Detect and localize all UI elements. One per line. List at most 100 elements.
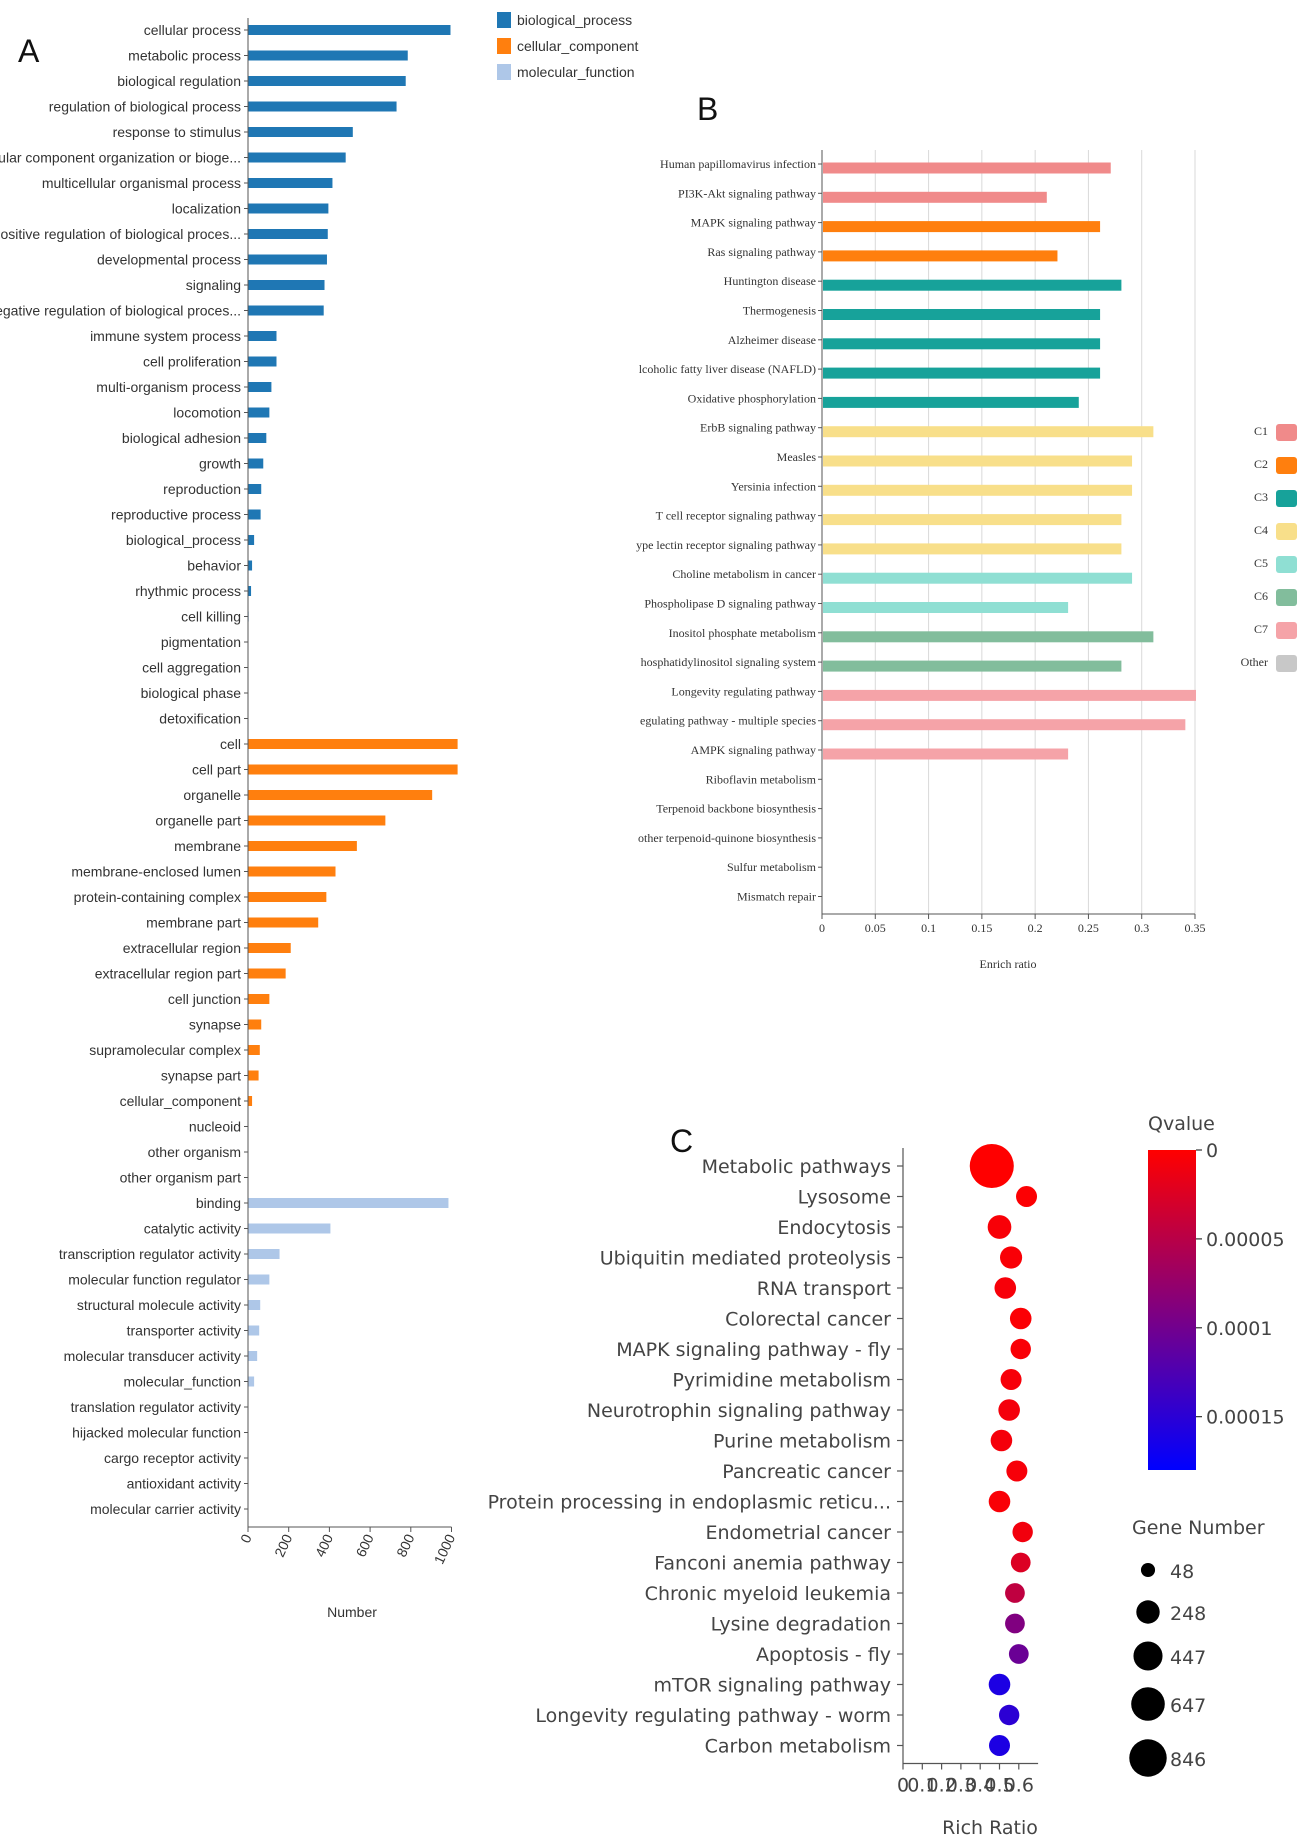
go-term-label: cell proliferation [143, 354, 241, 370]
enrich-bar [823, 191, 1047, 203]
go-term-label: biological adhesion [122, 430, 241, 446]
pathway-label: Inositol phosphate metabolism [669, 626, 817, 640]
bubble-point [1000, 1368, 1022, 1391]
go-term-label: biological regulation [117, 73, 241, 89]
x-axis-title: Rich Ratio [942, 1817, 1038, 1839]
pathway-label: hosphatidylinositol signaling system [641, 655, 817, 669]
enrich-bar [823, 250, 1058, 262]
x-tick-label: 0.4 [965, 1775, 995, 1797]
x-tick-label: 0.35 [1185, 921, 1206, 935]
go-bar [248, 484, 262, 494]
x-axis-title: Number [327, 1604, 377, 1620]
go-term-label: cellular process [144, 22, 241, 38]
go-term-label: biological_process [126, 532, 241, 548]
go-term-label: supramolecular complex [89, 1042, 241, 1058]
go-term-label: catalytic activity [144, 1221, 241, 1237]
go-bar [248, 586, 252, 596]
go-bar [248, 1070, 259, 1081]
enrich-bar [823, 572, 1133, 584]
go-bar [248, 50, 408, 61]
go-term-label: growth [199, 456, 241, 472]
go-term-label: membrane-enclosed lumen [71, 864, 241, 880]
go-term-label: developmental process [97, 252, 241, 268]
go-term-label: locomotion [173, 405, 241, 421]
size-legend-label: 447 [1170, 1647, 1206, 1669]
go-bar [248, 356, 277, 367]
go-term-label: positive regulation of biological proces… [0, 226, 241, 242]
bubble-point [988, 1734, 1011, 1757]
go-bar [248, 458, 264, 469]
bubble-point [1012, 1521, 1033, 1543]
x-tick-label: 0.3 [1134, 921, 1149, 935]
legend-swatch [497, 12, 511, 28]
go-bar [248, 382, 272, 392]
go-term-label: cellular_component [120, 1093, 242, 1109]
colorbar-tick-label: 0.0001 [1206, 1318, 1272, 1340]
x-tick-label: 0.1 [921, 921, 936, 935]
pathway-label: Ras signaling pathway [707, 245, 816, 259]
pathway-label: Neurotrophin signaling pathway [587, 1400, 891, 1422]
go-term-label: molecular_function [123, 1374, 241, 1390]
x-axis-title: Enrich ratio [980, 957, 1037, 971]
go-term-label: response to stimulus [113, 124, 241, 140]
x-tick-label: 0 [819, 921, 825, 935]
go-term-label: cell junction [168, 991, 241, 1007]
enrich-bar [823, 455, 1133, 467]
size-legend-label: 846 [1170, 1749, 1206, 1771]
enrich-bar [823, 748, 1069, 760]
pathway-label: MAPK signaling pathway - fly [616, 1339, 891, 1361]
go-term-label: membrane part [146, 915, 241, 931]
go-term-label: cell aggregation [142, 660, 241, 676]
go-term-label: regulation of biological process [49, 99, 241, 115]
go-term-label: detoxification [159, 711, 241, 727]
enrich-bar [823, 602, 1069, 613]
go-term-label: synapse [189, 1017, 241, 1033]
go-bar [248, 1096, 253, 1106]
pathway-label: Alzheimer disease [728, 333, 816, 347]
go-bar [248, 433, 267, 443]
go-term-label: cell part [192, 762, 241, 778]
legend-label: C2 [1254, 457, 1268, 471]
enrich-bar [823, 309, 1101, 320]
go-bar [248, 203, 329, 214]
go-bar [248, 1300, 261, 1310]
x-tick-label: 0.3 [946, 1775, 976, 1797]
colorbar-tick-label: 0.00005 [1206, 1229, 1285, 1251]
pathway-label: lcoholic fatty liver disease (NAFLD) [639, 362, 816, 376]
go-term-label: immune system process [90, 328, 241, 344]
pathway-label: Endometrial cancer [705, 1522, 891, 1544]
go-term-label: transporter activity [127, 1323, 241, 1339]
go-bar [248, 1325, 260, 1336]
x-tick-label: 800 [393, 1531, 417, 1559]
bubble-point [998, 1704, 1020, 1726]
go-term-label: multi-organism process [96, 379, 241, 395]
go-term-label: molecular function regulator [68, 1272, 241, 1288]
panel-b-label: B [697, 91, 718, 127]
bubble-point [988, 1673, 1011, 1696]
x-tick-label: 0.5 [984, 1775, 1014, 1797]
legend-label: C3 [1254, 490, 1268, 504]
go-term-label: molecular transducer activity [64, 1348, 241, 1364]
go-term-label: binding [196, 1195, 241, 1211]
go-bar [248, 101, 397, 112]
bubble-point [1006, 1460, 1028, 1482]
go-bar [248, 407, 270, 418]
enrich-bar [823, 689, 1196, 701]
pathway-label: Lysine degradation [711, 1614, 891, 1636]
pathway-label: Endocytosis [777, 1217, 891, 1239]
go-term-label: antioxidant activity [127, 1476, 241, 1492]
go-bar [248, 305, 324, 316]
size-legend-label: 48 [1170, 1561, 1194, 1583]
pathway-label: Riboflavin metabolism [706, 772, 817, 786]
pathway-label: Phospholipase D signaling pathway [644, 597, 816, 611]
colorbar [1148, 1150, 1196, 1470]
bubble-point [1000, 1246, 1023, 1269]
legend-label: biological_process [517, 12, 632, 28]
go-bar [248, 331, 277, 341]
go-term-label: signaling [186, 277, 241, 293]
bubble-point [1009, 1307, 1032, 1330]
legend-swatch [1276, 490, 1297, 507]
pathway-label: Longevity regulating pathway - worm [535, 1705, 891, 1727]
pathway-label: RNA transport [757, 1278, 891, 1300]
